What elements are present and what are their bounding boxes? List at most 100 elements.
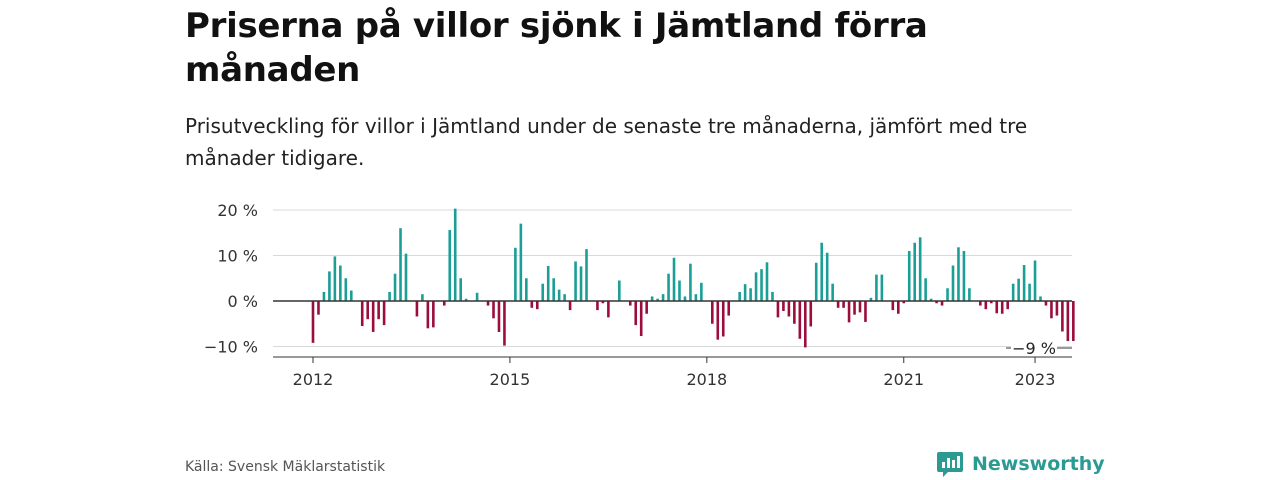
bar [568, 301, 572, 311]
bar [634, 301, 638, 326]
bar [853, 301, 856, 315]
bar [579, 266, 583, 301]
bar-chart-speech-bubble-icon [937, 452, 963, 477]
chart-subtitle: Prisutveckling för villor i Jämtland und… [185, 114, 1028, 170]
bar [1039, 296, 1042, 301]
bar [809, 301, 813, 327]
bar [902, 301, 906, 304]
bar [1044, 301, 1048, 306]
bar [787, 301, 791, 317]
bar [656, 298, 659, 301]
brand-name: Newsworthy [972, 453, 1105, 475]
bar [760, 269, 763, 301]
bar [678, 280, 681, 301]
bar [689, 263, 692, 301]
bar [1000, 301, 1004, 314]
brand-logo: Newsworthy [936, 449, 1105, 479]
bars [311, 208, 1075, 348]
bar [1061, 301, 1064, 332]
bar [530, 301, 534, 308]
x-tick-label: 2023 [1015, 370, 1056, 389]
bar [399, 228, 402, 301]
bar [525, 278, 528, 301]
bar [700, 282, 703, 301]
annotations: −9 % [1006, 338, 1072, 358]
bar-chart: 20 % 10 % 0 % −10 % 2012 2015 2018 2021 2023 −9… [204, 201, 1075, 389]
bar [442, 301, 446, 306]
bar [825, 252, 829, 301]
bar [552, 278, 555, 301]
last-value-label-bg [1011, 338, 1057, 356]
bar [918, 237, 922, 301]
bar [864, 301, 867, 322]
bar [639, 301, 643, 337]
bar [426, 301, 430, 329]
y-axis-labels: 20 % 10 % 0 % −10 % [204, 201, 258, 357]
bar [333, 256, 337, 301]
bar [951, 265, 955, 301]
bar [574, 261, 577, 301]
x-tick-label: 2015 [490, 370, 531, 389]
bar [667, 273, 670, 301]
bar [738, 291, 741, 301]
bar [721, 301, 725, 337]
bar [503, 301, 506, 346]
bar [891, 301, 895, 311]
bar [448, 230, 452, 301]
y-tick-label: −10 % [204, 338, 258, 357]
bar [486, 301, 490, 306]
bar [377, 301, 380, 320]
bar [694, 294, 698, 301]
bar [371, 301, 375, 332]
bar [858, 301, 862, 313]
bar [995, 301, 999, 314]
bar [929, 298, 933, 301]
bar [968, 288, 971, 301]
bar [349, 290, 353, 301]
bar [1017, 278, 1020, 301]
bar [601, 301, 605, 304]
bar [743, 284, 747, 301]
bar [596, 301, 599, 311]
bar [1066, 301, 1070, 342]
bar [1072, 301, 1075, 342]
bar [393, 273, 397, 301]
bar [935, 301, 938, 304]
x-axis-labels: 2012 2015 2018 2021 2023 [293, 357, 1056, 389]
bar [913, 242, 916, 301]
bar [782, 301, 785, 312]
bar [1050, 301, 1053, 319]
bar [1055, 301, 1059, 316]
bar [940, 301, 944, 306]
bar [962, 250, 966, 301]
bar [421, 294, 424, 301]
bar [754, 272, 758, 301]
bar [776, 301, 780, 318]
bar [1022, 265, 1026, 302]
x-tick-label: 2018 [686, 370, 727, 389]
bar [464, 298, 468, 301]
bar [322, 291, 326, 301]
bar [475, 292, 479, 301]
bar [798, 301, 802, 339]
bar [984, 301, 988, 310]
bar [645, 301, 648, 314]
bar [869, 297, 873, 301]
bar [541, 283, 545, 301]
bar [563, 294, 566, 301]
bar [1006, 301, 1009, 310]
bar [339, 265, 342, 301]
bar [618, 280, 621, 301]
bar [820, 242, 824, 301]
bar [382, 301, 386, 326]
bar [453, 208, 457, 301]
bar [765, 262, 769, 301]
bar [514, 247, 517, 301]
bar [535, 301, 539, 310]
x-tick-label: 2021 [883, 370, 924, 389]
y-tick-label: 0 % [228, 292, 258, 311]
bar [317, 301, 320, 315]
bar [771, 291, 774, 301]
bar [388, 291, 391, 301]
bar [1011, 283, 1015, 301]
